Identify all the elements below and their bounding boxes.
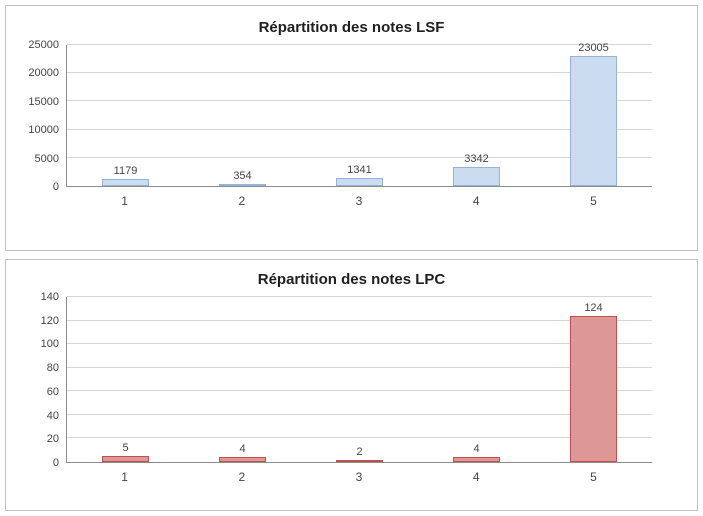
x-tick-label: 3 <box>355 194 363 208</box>
bar-value-label: 1179 <box>113 165 138 178</box>
bar-value-label: 3342 <box>464 153 489 166</box>
bar-slot: 4 <box>418 297 535 462</box>
x-tick-label: 2 <box>238 470 246 484</box>
bar-slot: 354 <box>184 45 301 186</box>
plot-area: 5 4 2 4 124 <box>66 296 652 463</box>
y-axis: 0 20 40 60 80 100 120 140 <box>16 291 66 469</box>
bar-value-label: 2 <box>356 445 363 458</box>
y-axis: 0 5000 10000 15000 20000 25000 <box>16 39 66 193</box>
bar-value-label: 4 <box>473 443 480 456</box>
x-tick-label: 4 <box>472 194 480 208</box>
gridline <box>67 72 652 74</box>
bar <box>336 178 383 186</box>
bar <box>219 457 266 462</box>
bar-value-label: 1341 <box>347 164 372 177</box>
chart-panel-lsf: Répartition des notes LSF 0 5000 10000 1500… <box>5 5 698 251</box>
gridline <box>67 128 652 130</box>
y-tick-label: 15000 <box>28 95 59 108</box>
chart-area: 0 5000 10000 15000 20000 25000 1179 354 1341 334… <box>6 39 697 208</box>
bar <box>453 457 500 462</box>
bar-value-label: 5 <box>122 442 129 455</box>
bar-value-label: 4 <box>239 443 246 456</box>
chart-panel-lpc: Répartition des notes LPC 0 20 40 60 80 100 12… <box>5 259 698 511</box>
gridline <box>67 319 652 321</box>
bar-slot: 5 <box>67 297 184 462</box>
gridline <box>67 390 652 392</box>
x-tick-label: 2 <box>238 194 246 208</box>
x-tick-label: 5 <box>590 194 597 208</box>
bar-slot: 3342 <box>418 45 535 186</box>
y-tick-label: 60 <box>46 385 59 398</box>
bar <box>336 459 383 462</box>
y-tick-label: 40 <box>46 409 59 422</box>
x-tick-label: 1 <box>121 470 128 484</box>
bar-slot: 2 <box>301 297 418 462</box>
x-tick-label: 1 <box>121 194 128 208</box>
y-tick-label: 0 <box>52 181 59 193</box>
chart-area: 0 20 40 60 80 100 120 140 5 4 2 4 124 1 2 3 4 5 <box>6 291 697 484</box>
bar <box>453 167 500 186</box>
bar-value-label: 354 <box>233 170 252 182</box>
bar-value-label: 23005 <box>578 42 609 55</box>
chart-title: Répartition des notes LPC <box>257 271 446 288</box>
y-tick-label: 120 <box>40 314 59 327</box>
gridline <box>67 437 652 439</box>
bar <box>570 315 617 462</box>
gridline <box>67 156 652 158</box>
bar <box>102 456 149 462</box>
y-tick-label: 10000 <box>28 124 59 137</box>
y-tick-label: 5000 <box>34 152 59 165</box>
x-axis: 1 2 3 4 5 <box>66 187 652 208</box>
gridline <box>67 44 652 45</box>
plot-area: 1179 354 1341 3342 23005 <box>66 42 652 187</box>
bar <box>102 179 149 186</box>
x-tick-label: 4 <box>472 470 480 484</box>
x-tick-label: 3 <box>355 470 363 484</box>
x-tick-label: 5 <box>590 470 597 484</box>
gridline <box>67 343 652 345</box>
y-tick-label: 140 <box>40 291 59 303</box>
y-tick-label: 80 <box>46 362 59 375</box>
x-axis: 1 2 3 4 5 <box>66 463 652 484</box>
bar <box>219 184 266 186</box>
bar-slot: 1341 <box>301 45 418 186</box>
y-tick-label: 20000 <box>28 67 59 80</box>
gridline <box>67 100 652 102</box>
bar-slot: 124 <box>535 297 652 462</box>
gridline <box>67 366 652 368</box>
y-tick-label: 20 <box>46 433 59 446</box>
y-tick-label: 25000 <box>28 39 59 51</box>
bar-slot: 1179 <box>67 45 184 186</box>
bar-value-label: 124 <box>584 301 603 314</box>
bar <box>570 56 617 186</box>
y-tick-label: 100 <box>40 338 59 351</box>
bar-slot: 4 <box>184 297 301 462</box>
gridline <box>67 413 652 415</box>
gridline <box>67 296 652 297</box>
bar-slot: 23005 <box>535 42 652 186</box>
y-tick-label: 0 <box>52 457 59 469</box>
chart-title: Répartition des notes LSF <box>258 19 445 36</box>
